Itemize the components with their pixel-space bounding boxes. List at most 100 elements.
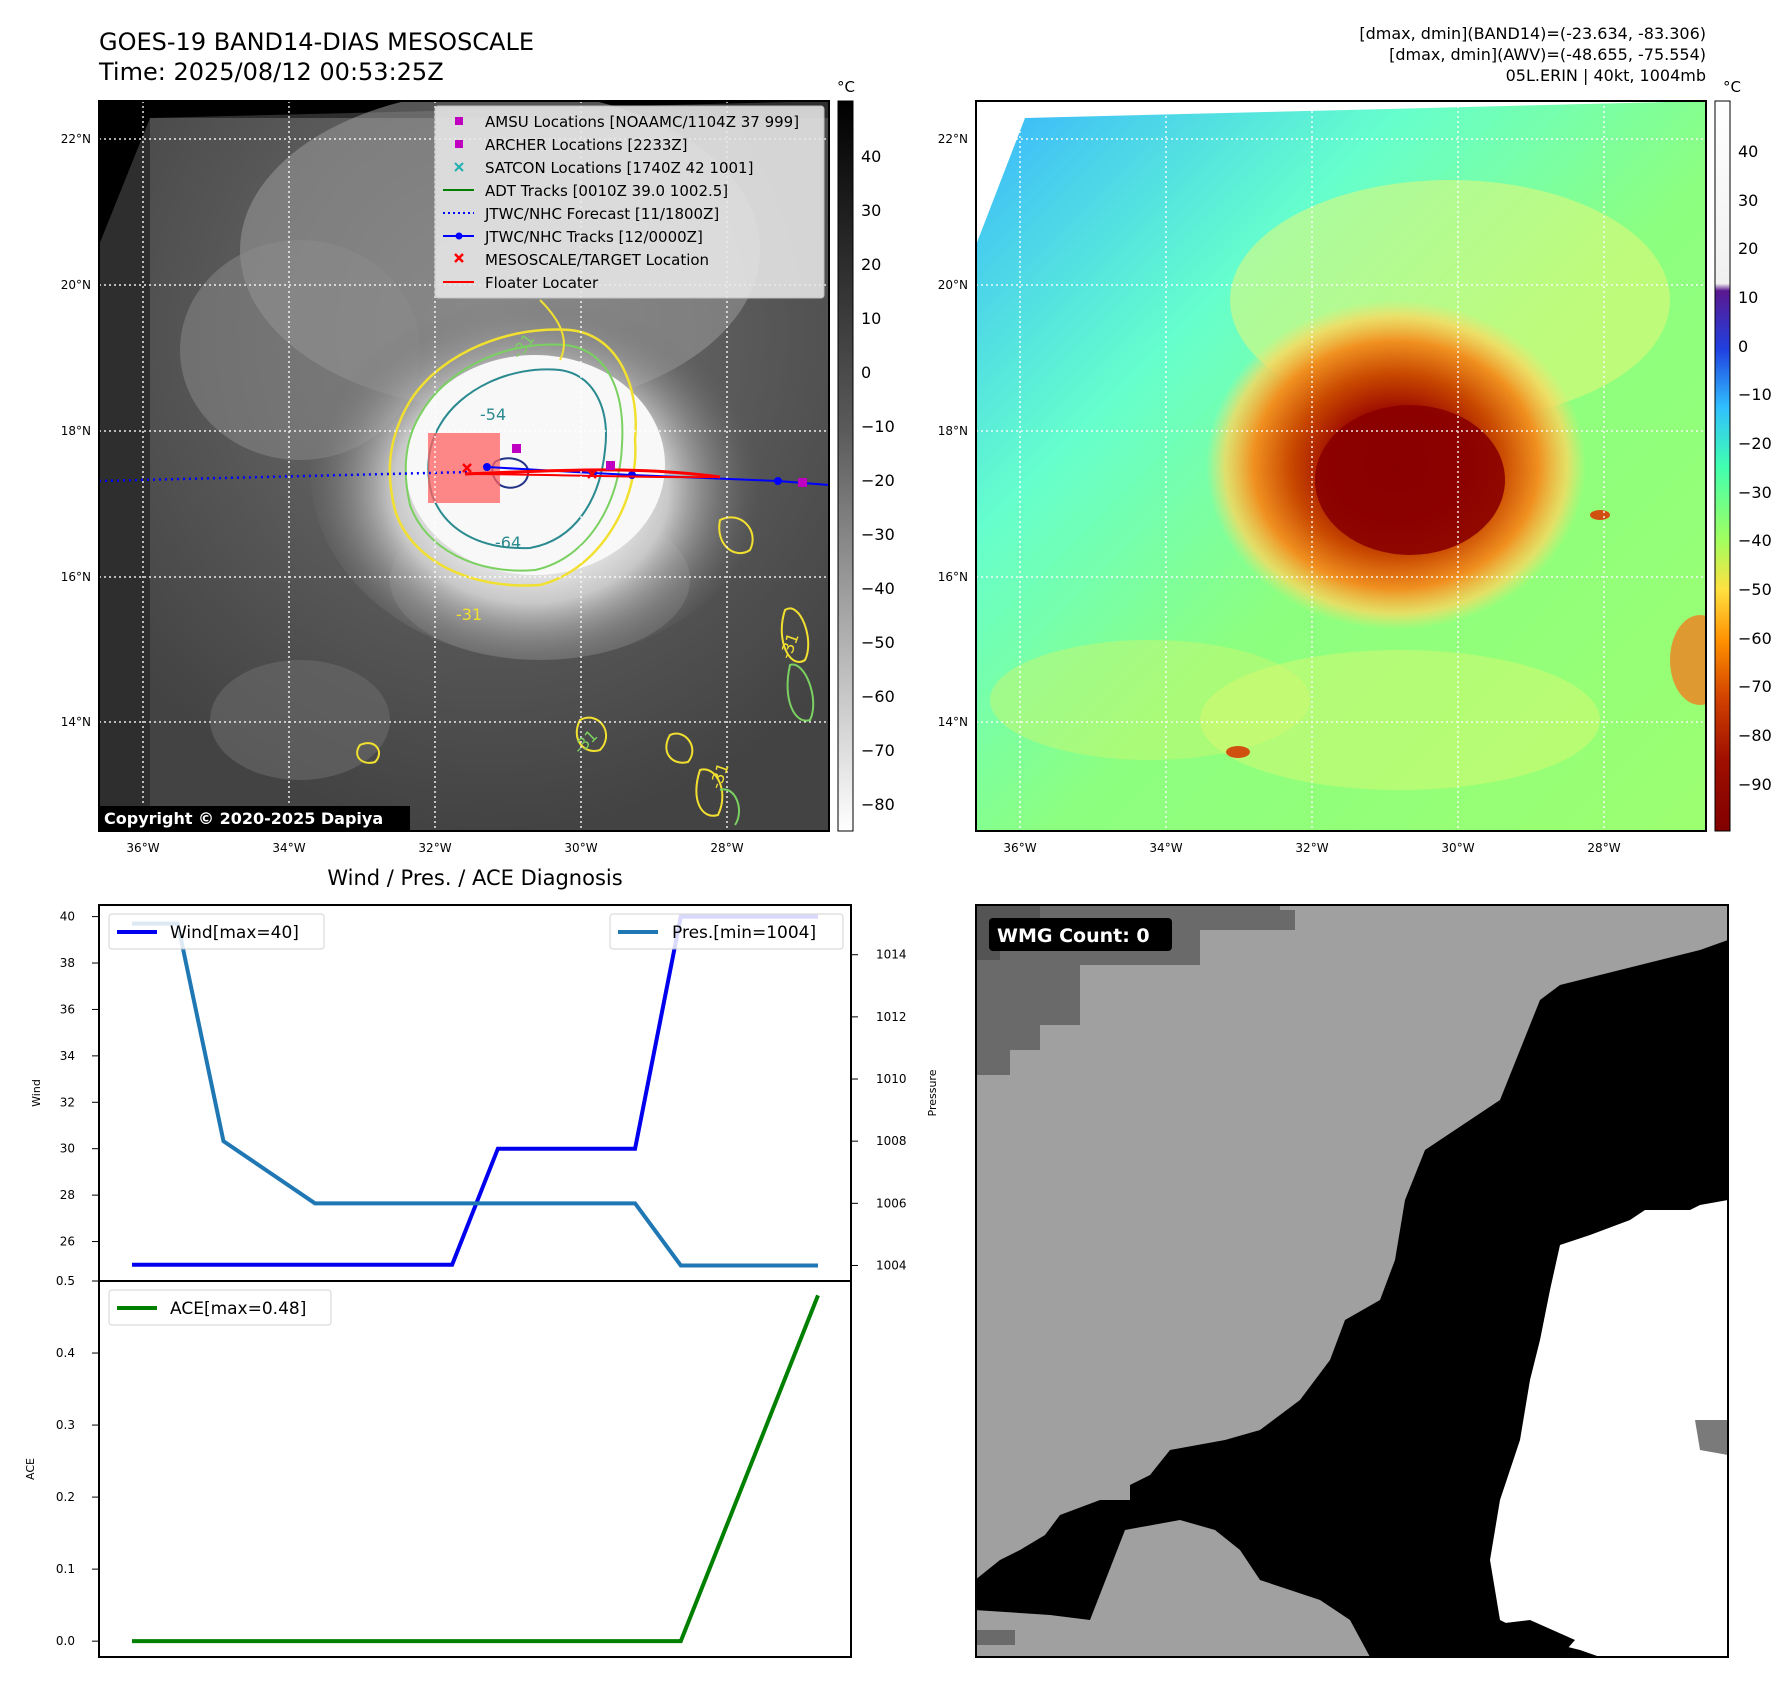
contour-label: -54 [480,405,506,424]
legend-label-satcon: SATCON Locations [1740Z 42 1001] [485,159,753,177]
awv-colorbar-tick: −80 [1738,726,1772,745]
ace-tick-label: 0.0 [56,1634,75,1648]
wmg-panel [976,905,1728,1657]
wind-pressure-chart: 40 38 36 34 32 30 28 26 1014 1012 1010 1008 1006 100… [30,904,939,1282]
wind-tick-label: 28 [60,1188,75,1202]
legend-marker-amsu [455,117,463,125]
contour-label: -31 [456,605,482,624]
wind-tick-label: 32 [60,1095,75,1109]
pressure-legend-label: Pres.[min=1004] [672,923,816,943]
ir-lon-tick: 28°W [710,841,743,855]
wmg-label-box [989,918,1172,951]
ir-colorbar-tick: 10 [861,309,881,328]
ir-lon-tick: 36°W [126,841,159,855]
awv-lon-tick: 34°W [1149,841,1182,855]
legend-marker-satcon [454,162,464,172]
pressure-tick-label: 1010 [876,1072,907,1086]
wind-tick-label: 34 [60,1049,75,1063]
ir-colorbar-tick: −70 [861,741,895,760]
ir-colorbar-tick: −60 [861,687,895,706]
wind-tick-label: 26 [60,1235,75,1249]
diagnosis-title: Wind / Pres. / ACE Diagnosis [327,866,622,890]
awv-lat-tick: 18°N [938,424,968,438]
wmg-frame [975,904,1729,1658]
pressure-legend: Pres.[min=1004] [609,913,844,950]
ir-colorbar-tick: 0 [861,363,871,382]
ir-map-frame [98,100,830,832]
figure-time: Time: 2025/08/12 00:53:25Z [98,58,444,86]
ace-legend: ACE[max=0.48] [108,1289,332,1326]
awv-colorbar-tick: −40 [1738,531,1772,550]
wind-legend-label: Wind[max=40] [170,923,299,943]
ir-legend: AMSU Locations [NOAAMC/1104Z 37 999] ARC… [434,105,825,299]
awv-colorbar-tick: −50 [1738,580,1772,599]
ir-colorbar-tick: −50 [861,633,895,652]
legend-label-archer: ARCHER Locations [2233Z] [485,136,688,154]
pressure-axis-label: Pressure [926,1069,939,1116]
awv-lat-tick: 22°N [938,132,968,146]
ir-colorbar-tick: −80 [861,795,895,814]
legend-label-forecast: JTWC/NHC Forecast [11/1800Z] [484,205,719,223]
legend-label-mesoscale: MESOSCALE/TARGET Location [485,251,709,269]
ir-colorbar-tick: −10 [861,417,895,436]
stat-storm: 05L.ERIN | 40kt, 1004mb [1506,66,1706,85]
ir-colorbar-tick: 30 [861,201,881,220]
wind-axis-label: Wind [30,1079,43,1107]
ace-tick-label: 0.3 [56,1418,75,1432]
ir-lon-tick: 32°W [418,841,451,855]
ace-tick-label: 0.5 [56,1274,75,1288]
awv-colorbar-tick: −30 [1738,483,1772,502]
stat-band14: [dmax, dmin](BAND14)=(-23.634, -83.306) [1359,24,1706,43]
contour-label: -64 [495,533,521,552]
figure-title: GOES-19 BAND14-DIAS MESOSCALE [99,28,534,56]
awv-lat-tick: 14°N [938,715,968,729]
ace-chart: 0.5 0.4 0.3 0.2 0.1 0.0 ACE ACE[max=0.48] [24,1274,852,1658]
ace-legend-label: ACE[max=0.48] [170,1299,306,1319]
awv-lat-tick: 16°N [938,570,968,584]
wind-tick-label: 36 [60,1002,75,1016]
wind-tick-label: 30 [60,1142,75,1156]
legend-label-floater: Floater Locater [485,274,599,292]
ir-lat-tick: 16°N [61,570,91,584]
series-line-ace [132,1294,820,1644]
legend-label-adt: ADT Tracks [0010Z 39.0 1002.5] [485,182,728,200]
ace-tick-label: 0.1 [56,1562,75,1576]
legend-marker-archer [455,140,463,148]
awv-colorbar-tick: 30 [1738,191,1758,210]
wind-tick-label: 38 [60,956,75,970]
pressure-tick-label: 1014 [876,948,907,962]
legend-marker-mesoscale [454,253,464,263]
awv-colorbar-tick: 10 [1738,288,1758,307]
ace-tick-label: 0.4 [56,1346,75,1360]
ir-colorbar-tick: −40 [861,579,895,598]
awv-lon-tick: 36°W [1003,841,1036,855]
ir-lon-tick: 34°W [272,841,305,855]
pressure-tick-label: 1012 [876,1010,907,1024]
awv-map-frame [975,100,1707,832]
ir-lat-tick: 20°N [61,278,91,292]
ir-colorbar-tick: −30 [861,525,895,544]
ir-lat-tick: 14°N [61,715,91,729]
stat-awv: [dmax, dmin](AWV)=(-48.655, -75.554) [1389,45,1706,64]
ir-colorbar-tick: −20 [861,471,895,490]
ir-colorbar-tick: 40 [861,147,881,166]
legend-label-amsu: AMSU Locations [NOAAMC/1104Z 37 999] [485,113,799,131]
ir-lat-tick: 22°N [61,132,91,146]
awv-colorbar-tick: −10 [1738,385,1772,404]
series-line-pressure [132,921,818,1268]
pressure-tick-label: 1008 [876,1134,907,1148]
awv-colorbar-tick: −20 [1738,434,1772,453]
wind-tick-label: 40 [60,910,75,924]
ace-tick-label: 0.2 [56,1490,75,1504]
awv-colorbar [1714,100,1731,832]
awv-colorbar-tick: −90 [1738,775,1772,794]
pressure-tick-label: 1004 [876,1258,907,1272]
copyright-text: Copyright © 2020-2025 Dapiya [104,809,383,828]
awv-colorbar-tick: −70 [1738,677,1772,696]
copyright-box [99,806,410,831]
legend-label-tracks: JTWC/NHC Tracks [12/0000Z] [484,228,703,246]
awv-colorbar-tick: 40 [1738,142,1758,161]
ir-colorbar-unit: °C [837,78,855,96]
wmg-label: WMG Count: 0 [997,925,1150,947]
